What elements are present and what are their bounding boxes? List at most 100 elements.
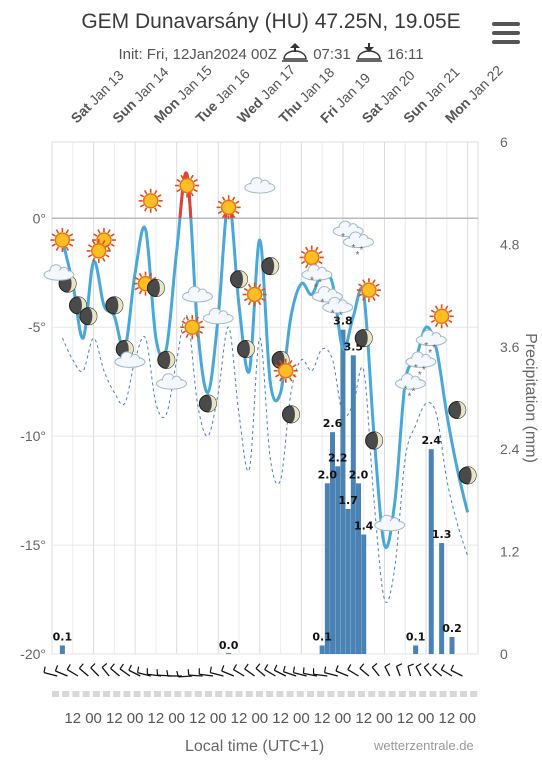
wind-barb xyxy=(119,668,131,677)
wind-barb-feather xyxy=(282,665,286,672)
precip-bar xyxy=(345,508,351,654)
sunset-icon xyxy=(355,43,382,62)
wind-barb-feather xyxy=(43,666,46,673)
svg-text:*: * xyxy=(422,365,426,376)
wind-barbs xyxy=(43,663,478,697)
svg-text:*: * xyxy=(360,245,364,256)
wind-cell xyxy=(409,691,416,697)
wind-barb xyxy=(359,667,370,677)
page-title: GEM Dunavarsány (HU) 47.25N, 19.05E xyxy=(81,10,461,33)
wind-cell xyxy=(429,691,437,697)
precip-label: 1.3 xyxy=(432,528,452,541)
plot-area xyxy=(51,141,479,655)
wind-barb xyxy=(450,669,463,677)
precip-tick-label: 6 xyxy=(500,134,508,150)
wind-cell xyxy=(368,691,376,697)
wind-barb-feather xyxy=(450,664,455,671)
init-text: Init: Fri, 12Jan2024 00Z xyxy=(118,46,277,63)
precip-bar xyxy=(340,329,346,654)
precip-tick-label: 3.6 xyxy=(500,339,520,355)
precipitation-axis: 6 4.8 3.6 2.4 1.2 0 xyxy=(500,134,520,662)
svg-text:*: * xyxy=(432,343,436,354)
svg-text:*: * xyxy=(335,315,339,326)
wind-barb-feather xyxy=(90,663,96,669)
wind-cell xyxy=(184,691,192,697)
precipitation-bars xyxy=(59,329,455,654)
wind-barb-feather xyxy=(244,663,249,670)
wind-barb-feather xyxy=(302,667,305,674)
wind-barb-feather xyxy=(136,666,140,673)
precip-bar xyxy=(361,534,367,654)
wind-cell xyxy=(113,691,121,697)
moon-icon xyxy=(157,350,176,369)
precip-bar xyxy=(356,483,362,654)
svg-text:*: * xyxy=(314,283,318,294)
wind-cell xyxy=(460,691,467,697)
precip-tick-label: 4.8 xyxy=(500,236,520,252)
wind-barb-feather xyxy=(323,666,327,673)
x-tick-label: 12 xyxy=(438,710,455,727)
wind-barb-feather xyxy=(176,670,179,678)
svg-text:*: * xyxy=(318,278,322,289)
wind-cell xyxy=(388,691,396,697)
wind-barb-feather xyxy=(359,663,365,669)
precip-axis-label: Precipitation (mm) xyxy=(522,333,539,463)
wind-barb xyxy=(440,669,453,677)
x-tick-label: 00 xyxy=(127,710,144,727)
sun-icon xyxy=(273,358,298,383)
precip-bar xyxy=(449,636,455,654)
temp-tick-label: -10° xyxy=(20,428,46,444)
wind-cell xyxy=(72,691,80,697)
x-axis-label: Local time (UTC+1) xyxy=(185,738,325,755)
dewpoint-line xyxy=(61,314,469,603)
wind-barb xyxy=(371,666,380,677)
cloud-icon xyxy=(114,351,146,368)
precip-tick-label: 0 xyxy=(500,646,508,662)
snow-icon: *** xyxy=(394,373,426,403)
x-tick-label: 00 xyxy=(210,710,227,727)
precip-bar xyxy=(324,483,330,654)
svg-text:*: * xyxy=(404,385,408,396)
moon-icon xyxy=(365,431,384,450)
x-tick-label: 12 xyxy=(272,710,289,727)
wind-barb xyxy=(313,673,328,677)
wind-cell xyxy=(347,691,355,697)
wind-cell xyxy=(245,691,253,697)
wind-barb xyxy=(384,666,391,677)
svg-text:*: * xyxy=(320,298,324,309)
precip-bar xyxy=(59,645,65,654)
wind-barb xyxy=(66,669,79,677)
wind-barb xyxy=(55,670,68,677)
cloud-icon xyxy=(155,373,187,390)
x-tick-label: 00 xyxy=(85,710,102,727)
x-tick-label: 12 xyxy=(148,710,165,727)
x-tick-label: 12 xyxy=(106,710,123,727)
precip-label: 0.1 xyxy=(53,630,73,643)
wind-cell xyxy=(154,691,161,697)
sun-icon xyxy=(138,188,163,213)
wind-cell xyxy=(103,691,110,697)
wind-barb-feather xyxy=(232,664,238,670)
wind-barb xyxy=(137,671,151,677)
snow-icon: *** xyxy=(301,264,333,294)
sun-icon xyxy=(299,245,324,270)
wind-barb xyxy=(78,667,89,677)
weather-icons: ************************ xyxy=(43,173,477,532)
wind-cell xyxy=(286,691,294,697)
cloud-icon xyxy=(43,264,75,281)
wind-barb xyxy=(255,667,266,677)
precip-bar xyxy=(428,449,434,654)
wind-cell xyxy=(92,691,100,697)
precip-bar xyxy=(439,543,445,654)
menu-icon[interactable] xyxy=(492,22,520,46)
moon-icon xyxy=(79,307,98,326)
wind-cell xyxy=(225,691,233,697)
x-tick-label: 00 xyxy=(418,710,435,727)
wind-cell xyxy=(327,691,335,697)
svg-text:*: * xyxy=(331,308,335,319)
wind-cell xyxy=(123,691,131,697)
wind-barb-feather xyxy=(128,664,132,671)
sunset-time: 16:11 xyxy=(387,46,424,63)
precip-tick-label: 2.4 xyxy=(500,441,520,457)
precip-label: 2.6 xyxy=(323,417,343,430)
